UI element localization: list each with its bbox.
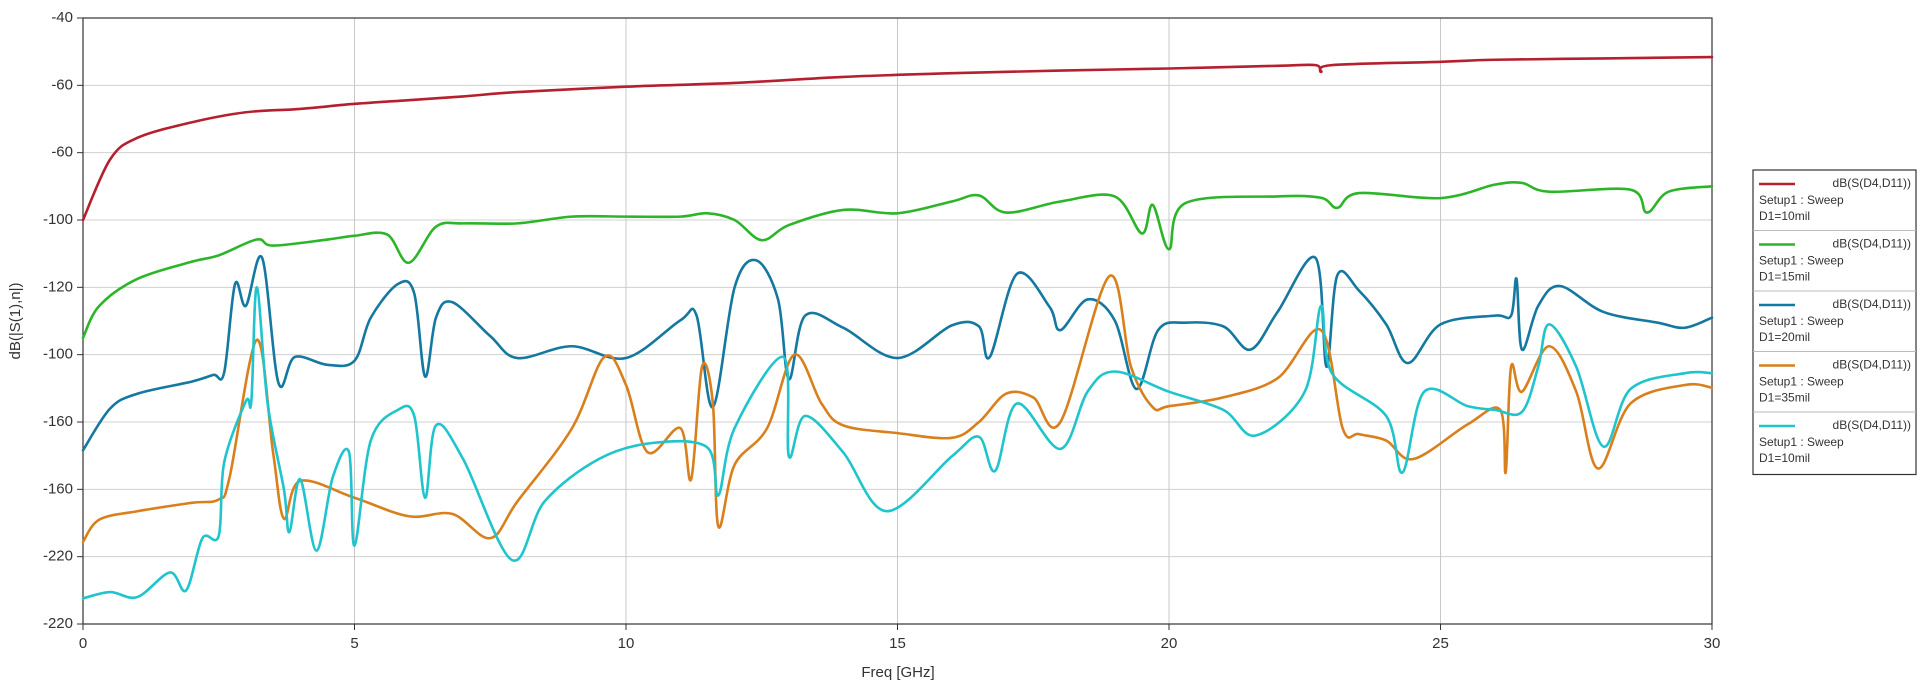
y-tick-label: -160: [43, 413, 73, 430]
legend-box: [1752, 169, 1917, 476]
x-tick-label: 5: [350, 635, 358, 652]
y-tick-label: -40: [51, 9, 73, 26]
legend-param: D1=15mil: [1759, 270, 1810, 284]
legend-label: dB(S(D4,D11)): [1833, 418, 1911, 432]
y-tick-label: -160: [43, 480, 73, 497]
series-line: [81, 286, 1714, 600]
legend-setup: Setup1 : Sweep: [1759, 254, 1844, 268]
legend-param: D1=35mil: [1759, 391, 1810, 405]
x-tick-label: 10: [618, 635, 635, 652]
legend-label: dB(S(D4,D11)): [1833, 237, 1911, 251]
x-axis-label: Freq [GHz]: [861, 664, 934, 681]
plot-frame: [82, 17, 1713, 625]
x-tick-label: 0: [79, 635, 87, 652]
legend: dB(S(D4,D11)) Setup1 : Sweep D1=10mil dB(S(…: [1752, 169, 1917, 476]
series-line: [81, 181, 1714, 340]
legend-param: D1=20mil: [1759, 330, 1810, 344]
y-axis-label: dB(|S(1),n|): [7, 283, 24, 360]
legend-param: D1=10mil: [1759, 451, 1810, 465]
series-line: [81, 55, 1714, 222]
legend-param: D1=10mil: [1759, 209, 1810, 223]
series-line: [81, 254, 1714, 452]
x-tick-label: 20: [1161, 635, 1178, 652]
y-tick-label: -220: [43, 615, 73, 632]
legend-setup: Setup1 : Sweep: [1759, 375, 1844, 389]
legend-label: dB(S(D4,D11)): [1833, 176, 1911, 190]
y-tick-label: -220: [43, 548, 73, 565]
legend-setup: Setup1 : Sweep: [1759, 435, 1844, 449]
legend-setup: Setup1 : Sweep: [1759, 193, 1844, 207]
x-tick-label: 25: [1432, 635, 1449, 652]
y-tick-label: -120: [43, 278, 73, 295]
legend-label: dB(S(D4,D11)): [1833, 358, 1911, 372]
y-tick-label: -60: [51, 76, 73, 93]
legend-setup: Setup1 : Sweep: [1759, 314, 1844, 328]
y-tick-label: -100: [43, 346, 73, 363]
y-tick-label: -60: [51, 144, 73, 161]
legend-label: dB(S(D4,D11)): [1833, 297, 1911, 311]
y-tick-label: -100: [43, 211, 73, 228]
x-tick-label: 15: [889, 635, 906, 652]
x-tick-label: 30: [1704, 635, 1721, 652]
